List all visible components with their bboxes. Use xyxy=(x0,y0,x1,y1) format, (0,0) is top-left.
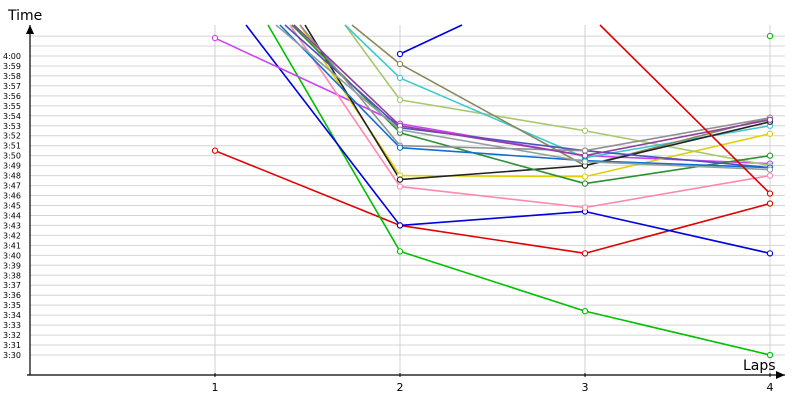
y-tick-label: 3:35 xyxy=(3,301,21,310)
data-point xyxy=(396,60,404,68)
y-tick-label: 3:32 xyxy=(3,331,21,340)
axes xyxy=(26,25,785,379)
data-point xyxy=(396,222,404,229)
series-line xyxy=(289,24,771,209)
series-line xyxy=(279,24,771,169)
x-tick-label: 2 xyxy=(397,381,404,394)
x-axis-title: Laps xyxy=(743,358,776,374)
data-point xyxy=(396,248,404,255)
y-tick-label: 4:00 xyxy=(3,52,21,61)
data-point xyxy=(396,144,404,151)
y-tick-label: 3:44 xyxy=(3,211,21,220)
series-line xyxy=(245,24,771,255)
y-axis-title: Time xyxy=(7,8,42,24)
tick-labels: 3:303:313:323:333:343:353:363:373:383:39… xyxy=(3,52,774,394)
y-tick-label: 3:57 xyxy=(3,82,21,91)
data-point xyxy=(581,204,589,211)
data-point xyxy=(396,50,404,58)
y-tick-label: 3:36 xyxy=(3,291,21,300)
y-tick-label: 3:34 xyxy=(3,311,21,320)
data-point xyxy=(581,250,589,257)
data-point xyxy=(581,307,589,315)
x-tick-label: 1 xyxy=(212,381,219,394)
data-point xyxy=(581,147,589,154)
series-line xyxy=(299,24,771,178)
offchart-line xyxy=(399,24,463,55)
data-point xyxy=(766,32,774,40)
data-point xyxy=(766,200,774,207)
y-tick-label: 3:48 xyxy=(3,172,21,181)
y-tick-label: 3:55 xyxy=(3,102,21,111)
y-tick-label: 3:47 xyxy=(3,182,21,191)
data-point xyxy=(766,190,774,197)
y-tick-label: 3:41 xyxy=(3,241,21,250)
data-point xyxy=(766,351,774,359)
series-line xyxy=(293,24,771,157)
y-tick-label: 3:37 xyxy=(3,281,21,290)
series-line xyxy=(304,24,771,181)
y-tick-label: 3:39 xyxy=(3,261,21,270)
series-line xyxy=(299,24,771,152)
data-point xyxy=(581,180,589,187)
data-point xyxy=(766,130,774,137)
data-point xyxy=(581,173,589,180)
y-tick-label: 3:50 xyxy=(3,152,21,161)
y-tick-label: 3:46 xyxy=(3,192,21,201)
data-point xyxy=(211,147,219,154)
data-point xyxy=(396,183,404,190)
y-tick-label: 3:59 xyxy=(3,62,21,71)
data-point xyxy=(766,250,774,257)
data-point xyxy=(211,34,219,42)
data-point xyxy=(396,96,404,104)
data-point xyxy=(581,152,589,159)
data-point xyxy=(766,172,774,179)
x-axis-arrow xyxy=(776,371,785,379)
y-tick-label: 3:42 xyxy=(3,231,21,240)
series-line xyxy=(267,24,771,356)
y-tick-label: 3:30 xyxy=(3,351,21,360)
data-point xyxy=(396,126,404,133)
y-tick-label: 3:38 xyxy=(3,271,21,280)
y-tick-label: 3:49 xyxy=(3,162,21,171)
y-tick-label: 3:43 xyxy=(3,221,21,230)
y-tick-label: 3:58 xyxy=(3,72,21,81)
series-line xyxy=(214,149,771,255)
y-tick-label: 3:31 xyxy=(3,341,21,350)
y-tick-label: 3:33 xyxy=(3,321,21,330)
x-tick-label: 4 xyxy=(767,381,774,394)
data-point xyxy=(581,127,589,134)
offchart-line xyxy=(599,24,771,195)
data-point xyxy=(766,152,774,159)
data-point xyxy=(766,166,774,173)
y-tick-label: 3:40 xyxy=(3,251,21,260)
y-tick-label: 3:45 xyxy=(3,202,21,211)
y-tick-label: 3:56 xyxy=(3,92,21,101)
data-point xyxy=(396,176,404,183)
series-points xyxy=(211,32,774,359)
grid-lines xyxy=(30,25,785,375)
series-lines xyxy=(214,24,771,356)
x-tick-label: 3 xyxy=(582,381,589,394)
data-point xyxy=(396,74,404,82)
data-point xyxy=(766,116,774,123)
series-line xyxy=(275,24,771,171)
series-line xyxy=(214,37,771,165)
y-axis-arrow xyxy=(26,25,34,34)
y-tick-label: 3:51 xyxy=(3,142,21,151)
data-point xyxy=(581,158,589,165)
series-line xyxy=(351,24,771,167)
y-tick-label: 3:54 xyxy=(3,112,21,121)
y-tick-label: 3:52 xyxy=(3,132,21,141)
y-tick-label: 3:53 xyxy=(3,122,21,131)
series-line xyxy=(344,24,771,159)
